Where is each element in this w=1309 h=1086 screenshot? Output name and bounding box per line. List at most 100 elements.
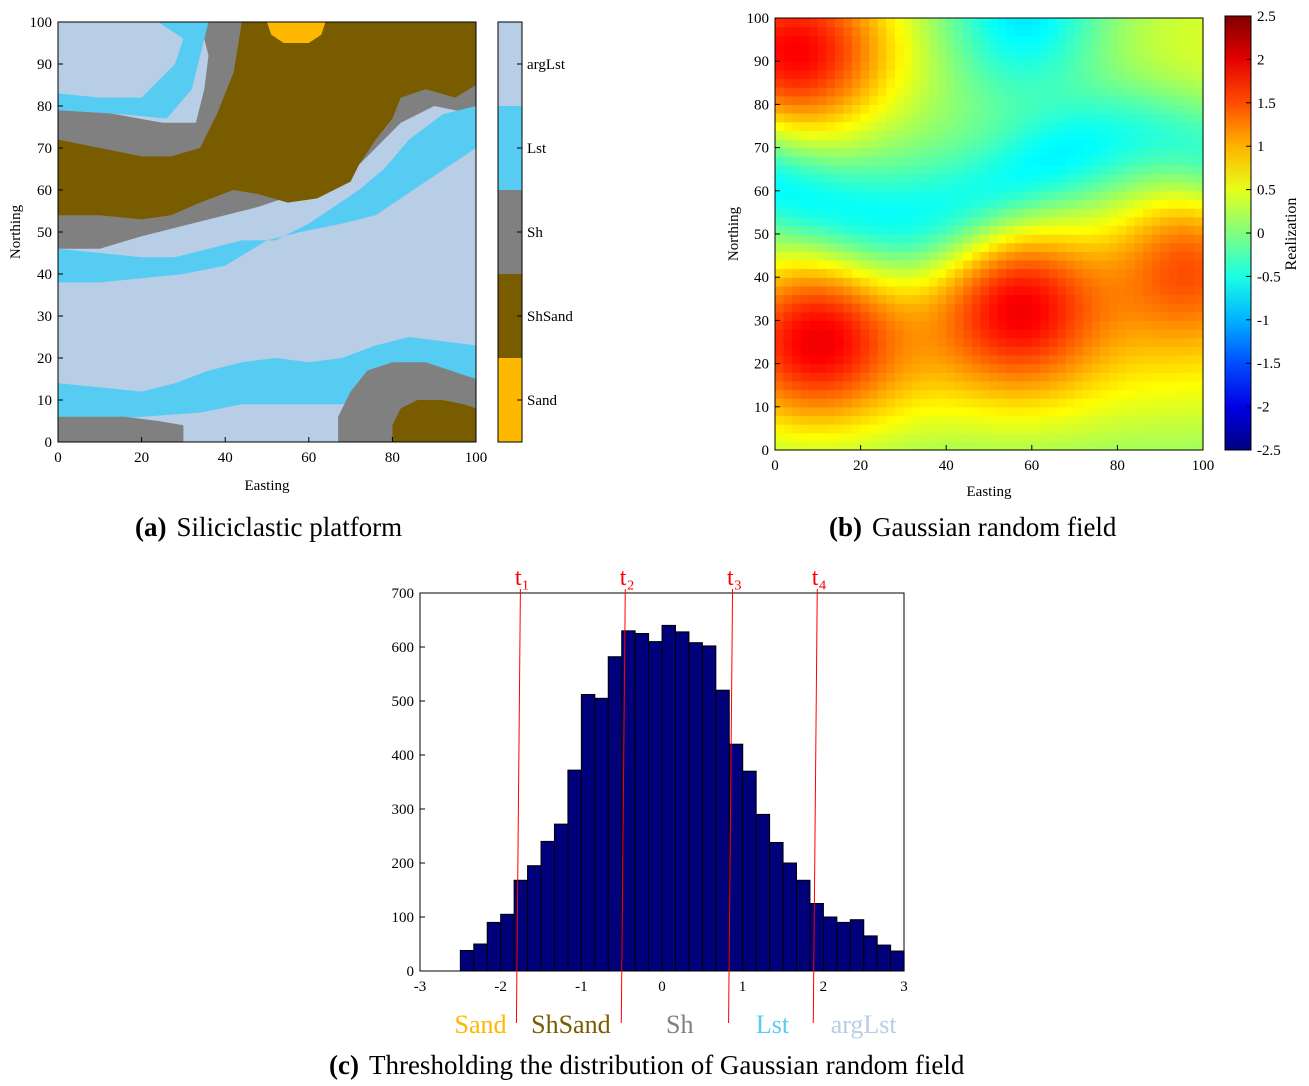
field-cell xyxy=(997,234,1007,244)
field-cell xyxy=(1023,346,1033,356)
field-cell xyxy=(980,303,990,313)
field-cell xyxy=(1134,138,1144,149)
field-cell xyxy=(1108,311,1118,321)
field-cell xyxy=(843,208,853,218)
field-cell xyxy=(800,35,810,45)
field-cell xyxy=(920,415,930,425)
field-cell xyxy=(1117,268,1127,278)
field-cell xyxy=(1040,18,1050,28)
field-cell xyxy=(1083,303,1093,313)
field-cell xyxy=(792,346,802,356)
field-cell xyxy=(869,104,879,114)
field-cell xyxy=(1100,398,1110,408)
field-cell xyxy=(1014,380,1024,391)
field-cell xyxy=(911,424,922,434)
field-cell xyxy=(1048,26,1059,36)
field-cell xyxy=(817,78,827,88)
field-cell xyxy=(1143,26,1153,36)
field-cell xyxy=(1100,303,1110,313)
field-cell xyxy=(1151,95,1161,105)
field-cell xyxy=(1048,242,1059,252)
field-cell xyxy=(1006,18,1016,28)
field-cell xyxy=(809,242,819,252)
field-cell xyxy=(1023,251,1033,261)
field-cell xyxy=(911,285,922,296)
field-cell xyxy=(911,130,922,140)
field-cell xyxy=(1083,43,1093,54)
field-cell xyxy=(954,216,964,226)
field-cell xyxy=(997,398,1007,408)
colorbar-label: Realization xyxy=(1283,198,1300,271)
field-cell xyxy=(809,268,819,278)
field-cell xyxy=(946,69,956,80)
field-cell xyxy=(894,234,904,244)
field-cell xyxy=(1117,415,1127,425)
field-cell xyxy=(886,78,896,88)
field-cell xyxy=(971,415,982,425)
field-cell xyxy=(1040,173,1050,183)
field-cell xyxy=(954,225,964,235)
field-cell xyxy=(971,61,982,71)
field-cell xyxy=(1108,354,1118,365)
field-cell xyxy=(792,61,802,71)
field-cell xyxy=(1066,234,1076,244)
field-cell xyxy=(1143,52,1153,62)
field-cell xyxy=(817,303,827,313)
field-cell xyxy=(1006,216,1016,226)
field-cell xyxy=(826,87,836,97)
field-cell xyxy=(971,311,982,321)
field-cell xyxy=(903,268,913,278)
field-cell xyxy=(1168,303,1178,313)
field-cell xyxy=(903,104,913,114)
hist-bar xyxy=(473,943,488,972)
panel-b-xtick-label: 100 xyxy=(1192,458,1215,474)
field-cell xyxy=(809,208,819,218)
field-cell xyxy=(817,130,827,140)
field-cell xyxy=(946,35,956,45)
field-cell xyxy=(1023,441,1033,451)
field-cell xyxy=(1134,52,1144,62)
field-cell xyxy=(775,242,785,252)
field-cell xyxy=(800,398,810,408)
field-cell xyxy=(843,104,853,114)
field-cell xyxy=(1134,415,1144,425)
field-cell xyxy=(877,242,887,252)
field-cell xyxy=(826,311,836,321)
field-cell xyxy=(1134,208,1144,218)
field-cell xyxy=(1057,389,1067,399)
field-cell xyxy=(954,69,964,80)
field-cell xyxy=(946,78,956,88)
field-cell xyxy=(775,26,785,36)
field-cell xyxy=(920,61,930,71)
field-cell xyxy=(886,147,896,157)
field-cell xyxy=(1006,294,1016,304)
field-cell xyxy=(946,329,956,339)
field-cell xyxy=(1023,285,1033,296)
field-cell xyxy=(834,164,845,175)
field-cell xyxy=(989,294,999,304)
field-cell xyxy=(826,303,836,313)
field-cell xyxy=(843,380,853,391)
field-cell xyxy=(843,294,853,304)
field-cell xyxy=(971,52,982,62)
field-cell xyxy=(826,329,836,339)
field-cell xyxy=(1108,424,1118,434)
field-cell xyxy=(971,138,982,149)
field-cell xyxy=(920,294,930,304)
field-cell xyxy=(971,242,982,252)
field-cell xyxy=(1125,182,1136,192)
field-cell xyxy=(1160,43,1170,54)
field-cell xyxy=(1177,173,1187,183)
field-cell xyxy=(1194,138,1204,149)
field-cell xyxy=(980,208,990,218)
field-cell xyxy=(1074,147,1084,157)
field-cell xyxy=(929,294,939,304)
field-cell xyxy=(1023,389,1033,399)
field-cell xyxy=(937,208,947,218)
field-cell xyxy=(920,104,930,114)
field-cell xyxy=(1048,320,1059,330)
field-cell xyxy=(929,406,939,417)
field-cell xyxy=(1160,225,1170,235)
field-cell xyxy=(946,199,956,209)
field-cell xyxy=(1143,61,1153,71)
